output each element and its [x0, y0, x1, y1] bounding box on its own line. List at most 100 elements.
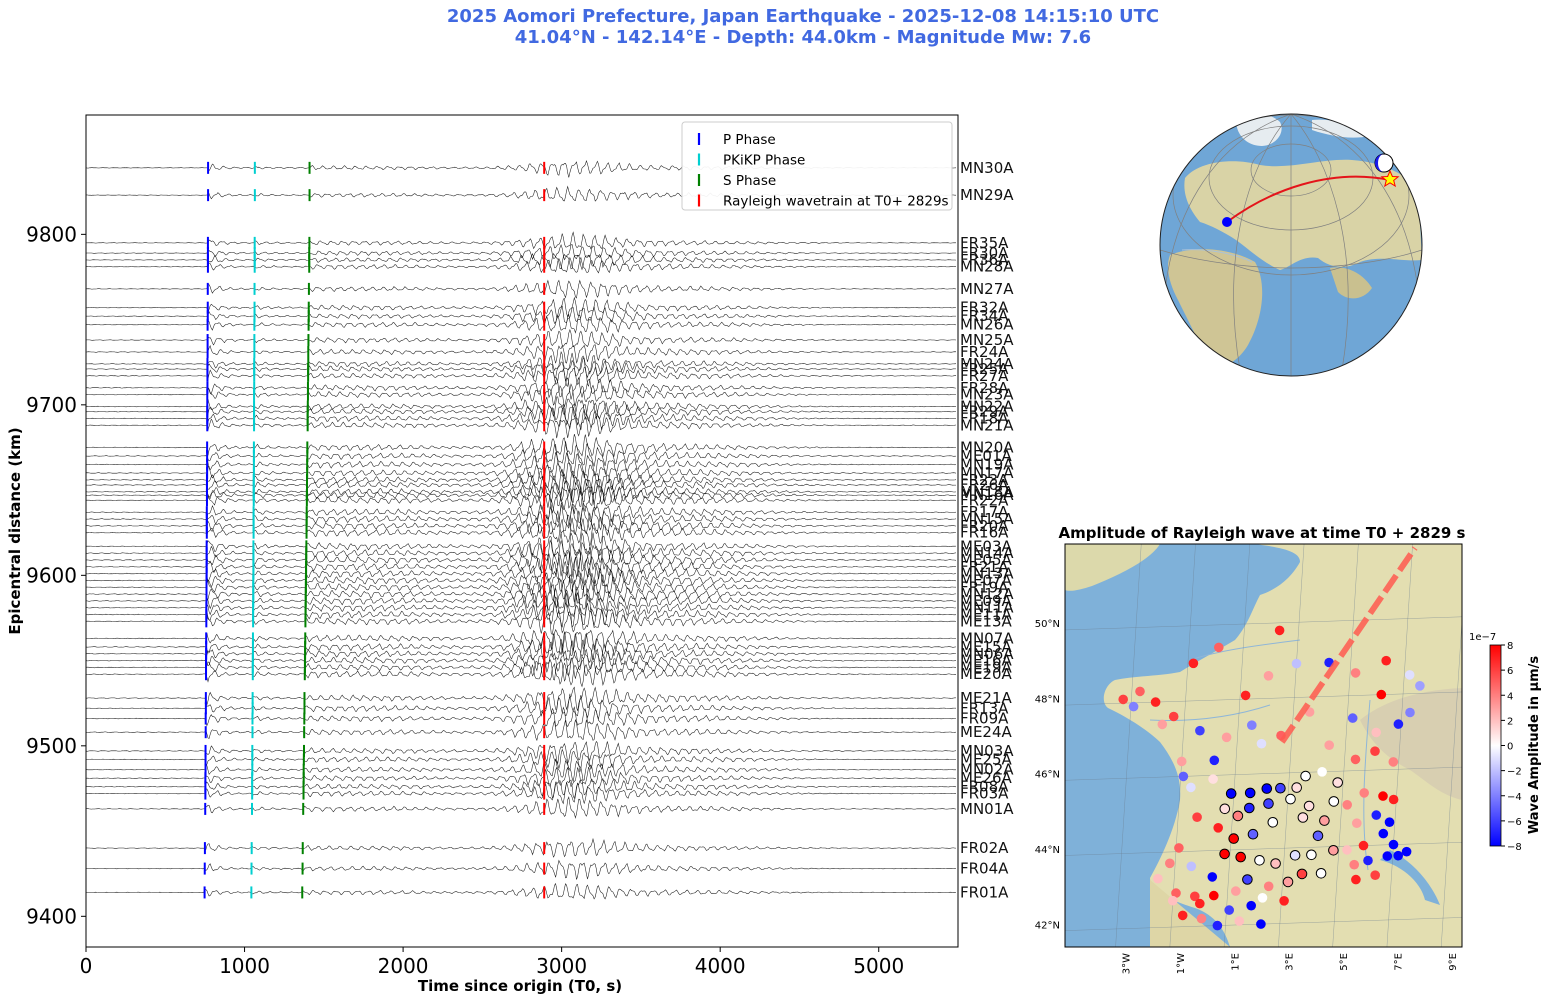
station-label: MN03A	[960, 742, 1014, 760]
station-amplitude-point	[1382, 851, 1393, 861]
station-label: FR09A	[960, 710, 1009, 728]
seismogram-trace	[85, 279, 957, 299]
station-amplitude-point	[1359, 788, 1369, 798]
station-label: FR18A	[960, 409, 1009, 427]
station-amplitude-points	[1118, 625, 1425, 931]
station-label: MN06A	[960, 645, 1014, 663]
station-label: ME16A	[960, 652, 1013, 670]
x-tick-label: 2000	[378, 954, 429, 978]
x-tick-label: 1000	[219, 954, 270, 978]
globe-graticule	[1160, 114, 1422, 376]
y-tick-label: 9500	[26, 734, 77, 758]
france-mainland	[1103, 544, 1462, 947]
seismogram-trace	[85, 600, 957, 628]
station-label: FR34A	[960, 307, 1009, 325]
latitude-tick-label: 42°N	[1035, 920, 1060, 931]
station-amplitude-point	[1342, 845, 1352, 855]
mediterranean-coast	[1181, 249, 1253, 263]
station-amplitude-point	[1168, 711, 1179, 722]
seismogram-trace	[85, 383, 956, 407]
parallel-line	[1065, 616, 1462, 631]
seismogram-trace	[85, 462, 957, 486]
station-label: ME24A	[960, 723, 1013, 741]
station-amplitude-point	[1176, 756, 1187, 767]
station-label: MN15A	[960, 510, 1014, 528]
station-amplitude-point	[1157, 719, 1168, 730]
station-amplitude-point	[1332, 777, 1343, 788]
station-label: FR17A	[960, 503, 1009, 521]
colorbar-tick-label: 4	[1507, 691, 1513, 702]
station-label: FR04A	[960, 860, 1009, 878]
seismogram-trace	[85, 686, 957, 711]
station-amplitude-point	[1177, 910, 1188, 921]
station-amplitude-point	[1242, 874, 1253, 885]
station-amplitude-point	[1261, 783, 1273, 794]
station-label: FR08A	[960, 778, 1009, 796]
seismogram-trace	[85, 748, 957, 773]
seismogram-trace	[85, 648, 957, 676]
station-amplitude-point	[1388, 839, 1399, 850]
legend-label: P Phase	[723, 132, 776, 148]
station-amplitude-point	[1328, 796, 1340, 807]
great-circle-path	[1226, 175, 1391, 223]
y-tick-label: 9600	[26, 563, 77, 587]
colorbar-tick-label: −8	[1507, 842, 1522, 853]
station-amplitude-point	[1214, 642, 1224, 653]
station-amplitude-point	[1153, 873, 1163, 884]
seismogram-trace	[85, 837, 956, 858]
rayleigh-wavefront-line	[1279, 546, 1418, 744]
station-amplitude-point	[1415, 681, 1425, 691]
station-amplitude-point	[1178, 771, 1189, 782]
station-amplitude-point	[1289, 850, 1301, 861]
seismogram-trace	[86, 758, 956, 782]
seismogram-traces	[85, 160, 957, 900]
station-amplitude-point	[1297, 812, 1309, 823]
station-amplitude-point	[1256, 738, 1267, 749]
station-label: ME11A	[960, 606, 1013, 624]
station-label: MN16A	[960, 486, 1014, 504]
station-amplitude-point	[1381, 655, 1391, 666]
seismogram-trace	[85, 606, 957, 636]
seismogram-trace	[86, 629, 957, 654]
station-amplitude-point	[1196, 913, 1207, 924]
seismogram-trace	[85, 313, 957, 334]
station-amplitude-point	[1371, 810, 1382, 820]
colorbar-ticks: 8 6 4 2 0 −2 −4 −6 −8	[1501, 641, 1522, 853]
station-label: MN07A	[960, 629, 1014, 647]
seismogram-trace	[85, 882, 957, 900]
station-label: FR20A	[960, 517, 1009, 535]
figure-title-line-2: 41.04°N - 142.14°E - Depth: 44.0km - Mag…	[514, 27, 1092, 48]
station-amplitude-point	[1350, 754, 1361, 765]
legend-box	[681, 121, 953, 211]
station-amplitude-point	[1291, 658, 1302, 669]
seismogram-trace	[85, 517, 957, 547]
station-amplitude-point	[1244, 787, 1256, 799]
station-amplitude-point	[1221, 732, 1232, 743]
seismogram-trace	[85, 796, 957, 819]
seismogram-trace	[85, 579, 956, 609]
station-label: FR27A	[960, 367, 1009, 385]
station-label: MN23A	[960, 386, 1014, 404]
station-amplitude-point	[1393, 850, 1403, 861]
station-label: MN25A	[960, 331, 1014, 349]
station-amplitude-point	[1363, 855, 1373, 866]
station-array-marker	[1222, 217, 1232, 227]
legend: P Phase PKiKP Phase S Phase Rayleigh wavetr…	[681, 121, 953, 211]
station-amplitude-point	[1263, 881, 1274, 892]
latitude-tick-label: 50°N	[1035, 619, 1060, 630]
station-label: MN19A	[960, 456, 1014, 474]
seismogram-trace	[85, 452, 957, 479]
station-label: FR13A	[960, 699, 1009, 717]
seismogram-trace	[85, 376, 957, 400]
station-amplitude-point	[1228, 833, 1239, 844]
y-tick-label: 9700	[26, 393, 77, 417]
seismogram-trace	[85, 539, 957, 570]
station-amplitude-point	[1358, 840, 1369, 851]
station-label: FR03A	[960, 785, 1009, 803]
station-amplitude-point	[1150, 697, 1161, 707]
station-label: FR26A	[960, 476, 1009, 494]
iberia-land	[1150, 880, 1230, 947]
station-amplitude-point	[1128, 701, 1139, 712]
plot-area-frame	[85, 114, 959, 948]
station-amplitude-point	[1270, 858, 1281, 869]
